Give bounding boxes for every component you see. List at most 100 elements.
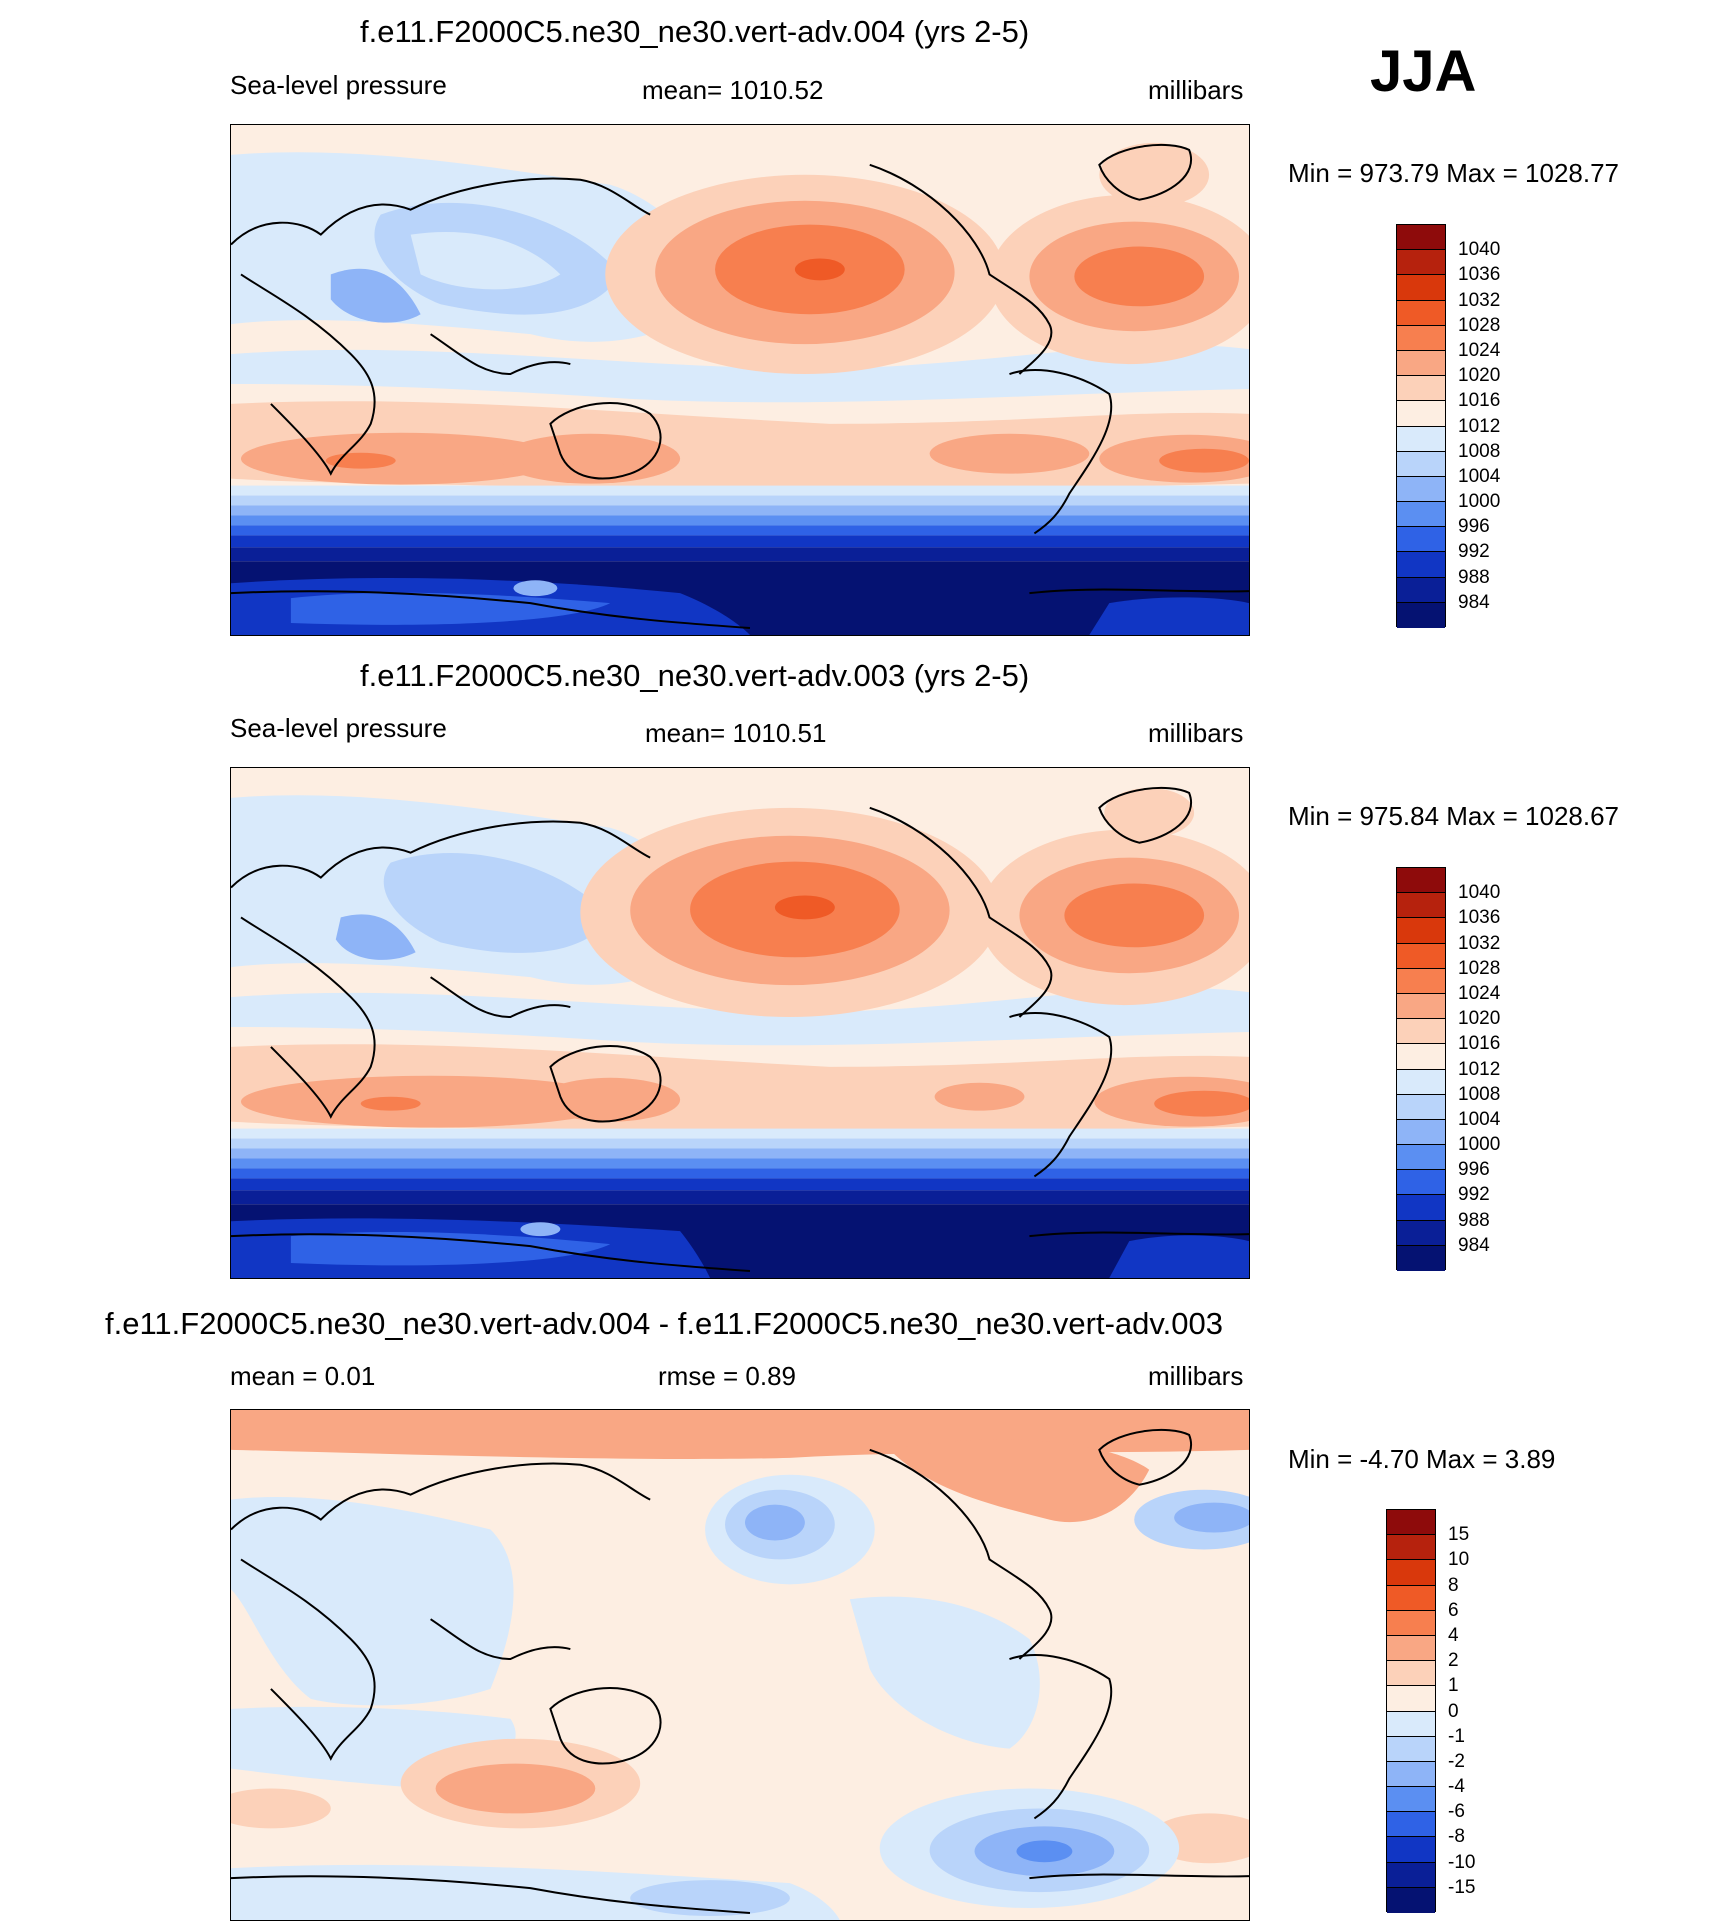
panel1-so-band-6 — [231, 535, 1249, 548]
panel1-map — [230, 124, 1250, 636]
panel2-coast-namerica — [869, 806, 1053, 1018]
panel1-india-low — [330, 268, 421, 323]
panel2-legend-swatch — [1397, 1245, 1445, 1271]
panel3-legend-tick-label: -4 — [1448, 1776, 1465, 1798]
panel1-coast-samerica — [1009, 369, 1113, 535]
panel1-spac-high — [929, 433, 1090, 474]
panel1-s-indian-high — [240, 432, 561, 485]
panel2-s-indian-core — [360, 1096, 421, 1111]
panel2-antarctica-east — [1109, 1235, 1249, 1278]
panel3-coast-greenland — [1098, 1428, 1192, 1486]
panel2-satl-core — [1154, 1090, 1249, 1117]
panel2-legend-tick-label: 1040 — [1458, 882, 1501, 904]
panel1-coast-eurasia — [231, 177, 651, 246]
panel1-legend-swatch — [1397, 426, 1445, 452]
panel3-legend-swatch — [1387, 1535, 1435, 1561]
panel3-legend-tick-label: -15 — [1448, 1876, 1476, 1898]
panel3-legend-tick-label: 1 — [1448, 1675, 1459, 1697]
panel3-legend-tick-label: 0 — [1448, 1700, 1459, 1722]
panel3-range: Min = -4.70 Max = 3.89 — [1288, 1444, 1556, 1474]
panel2-legend-swatch — [1397, 1094, 1445, 1120]
panel1-legend-swatch — [1397, 250, 1445, 276]
panel1-legend-tick-label: 984 — [1458, 591, 1490, 613]
panel2-india-low — [335, 914, 416, 960]
panel3-legend-tick-label: -1 — [1448, 1725, 1465, 1747]
panel3-legend-swatch — [1387, 1761, 1435, 1788]
panel2-so-band-3 — [231, 1148, 1249, 1159]
panel3-field — [231, 1410, 1249, 1920]
panel3-legend-swatch — [1387, 1560, 1435, 1586]
panel1-so-band-2 — [231, 495, 1249, 506]
panel2-so-band-6 — [231, 1178, 1249, 1191]
panel3-coast-antarctica-e — [1029, 1873, 1249, 1880]
panel1-npac-high-4 — [794, 258, 845, 281]
panel1-legend-tick-label: 1000 — [1458, 491, 1501, 513]
panel2-legend-tick-label: 1020 — [1458, 1008, 1501, 1030]
panel2-legend-tick-label: 984 — [1458, 1234, 1490, 1256]
panel1-legend-swatch — [1397, 502, 1445, 528]
panel2-legend-swatch — [1397, 1019, 1445, 1045]
panel1-antarctica-spot — [513, 580, 558, 597]
panel2-asia-low2 — [383, 852, 611, 953]
panel3-legend-tick-label: 8 — [1448, 1574, 1459, 1596]
panel3-legend-tick-label: -8 — [1448, 1826, 1465, 1848]
panel1-legend-tick-label: 1024 — [1458, 339, 1501, 361]
panel3-aus-pos-2 — [435, 1763, 596, 1814]
panel2-greenland-high — [1104, 787, 1195, 838]
panel1-range: Min = 973.79 Max = 1028.77 — [1288, 158, 1620, 188]
panel3-legend-tick-label: 2 — [1448, 1650, 1459, 1672]
panel1-legend-swatch — [1397, 602, 1445, 628]
panel3-units: millibars — [1148, 1361, 1244, 1391]
panel3-canada-pos — [889, 1439, 1150, 1523]
panel2-legend-swatch — [1397, 1044, 1445, 1070]
panel2-title: f.e11.F2000C5.ne30_ne30.vert-adv.003 (yr… — [360, 658, 1030, 693]
panel1-legend-swatch — [1397, 225, 1445, 251]
panel1-legend-swatch — [1397, 552, 1445, 578]
panel1-so-band-4 — [231, 515, 1249, 526]
panel2-coast-africa — [240, 916, 376, 1119]
panel1-legend-tick-label: 1012 — [1458, 415, 1501, 437]
panel3-rmse: rmse = 0.89 — [658, 1361, 797, 1391]
panel3-legend-swatch — [1387, 1510, 1435, 1536]
panel3-legend-tick-label: 10 — [1448, 1549, 1470, 1571]
panel2-coast-antarctica — [231, 1233, 751, 1273]
panel3-eurasia-neg — [231, 1496, 514, 1706]
panel1-so-band-5 — [231, 525, 1249, 536]
panel2-coast-eurasia — [231, 820, 651, 889]
panel1-coast-antarctica — [231, 590, 751, 630]
panel2-coast-antarctica-e — [1029, 1231, 1249, 1238]
panel1-field — [231, 125, 1249, 635]
panel2-legend-swatch — [1397, 943, 1445, 969]
panel2-legend-tick-label: 1028 — [1458, 957, 1501, 979]
panel2-legend-swatch — [1397, 1195, 1445, 1221]
panel1-so-band-7 — [231, 547, 1249, 562]
panel2-coast-samerica — [1009, 1012, 1113, 1178]
panel1-so-band-1 — [231, 485, 1249, 496]
panel3-legend-swatch — [1387, 1585, 1435, 1611]
panel1-mean: mean= 1010.52 — [642, 75, 824, 105]
panel1-natl-high-3 — [1074, 246, 1205, 307]
panel3-legend-swatch — [1387, 1635, 1435, 1662]
panel2-legend-tick-label: 988 — [1458, 1209, 1490, 1231]
panel1-coast-antarctica-e — [1029, 588, 1249, 595]
panel2-so-band-7 — [231, 1190, 1249, 1205]
panel3-legend-swatch — [1387, 1787, 1435, 1813]
panel2-legend-swatch — [1397, 1220, 1445, 1246]
panel3-legend-swatch — [1387, 1736, 1435, 1762]
panel1-legend-tick-label: 1032 — [1458, 289, 1501, 311]
panel2-s-indian-high — [240, 1075, 621, 1128]
panel2-legend-swatch — [1397, 1119, 1445, 1146]
panel1-legend-tick-label: 1016 — [1458, 390, 1501, 412]
panel1-legend-tick-label: 1004 — [1458, 465, 1501, 487]
panel3-legend-tick-label: 15 — [1448, 1524, 1470, 1546]
panel1-legend-tick-label: 988 — [1458, 566, 1490, 588]
panel3-legend-swatch — [1387, 1686, 1435, 1712]
panel1-greenland-high — [1099, 142, 1210, 207]
panel3-coast-africa — [240, 1558, 376, 1761]
panel3-coast-australia — [549, 1687, 662, 1765]
panel3-epac-neg — [849, 1596, 1040, 1749]
panel2-mean: mean= 1010.51 — [645, 718, 827, 748]
panel2-units: millibars — [1148, 718, 1244, 748]
panel3-mean: mean = 0.01 — [230, 1361, 376, 1391]
panel1-tropics — [231, 344, 1249, 403]
